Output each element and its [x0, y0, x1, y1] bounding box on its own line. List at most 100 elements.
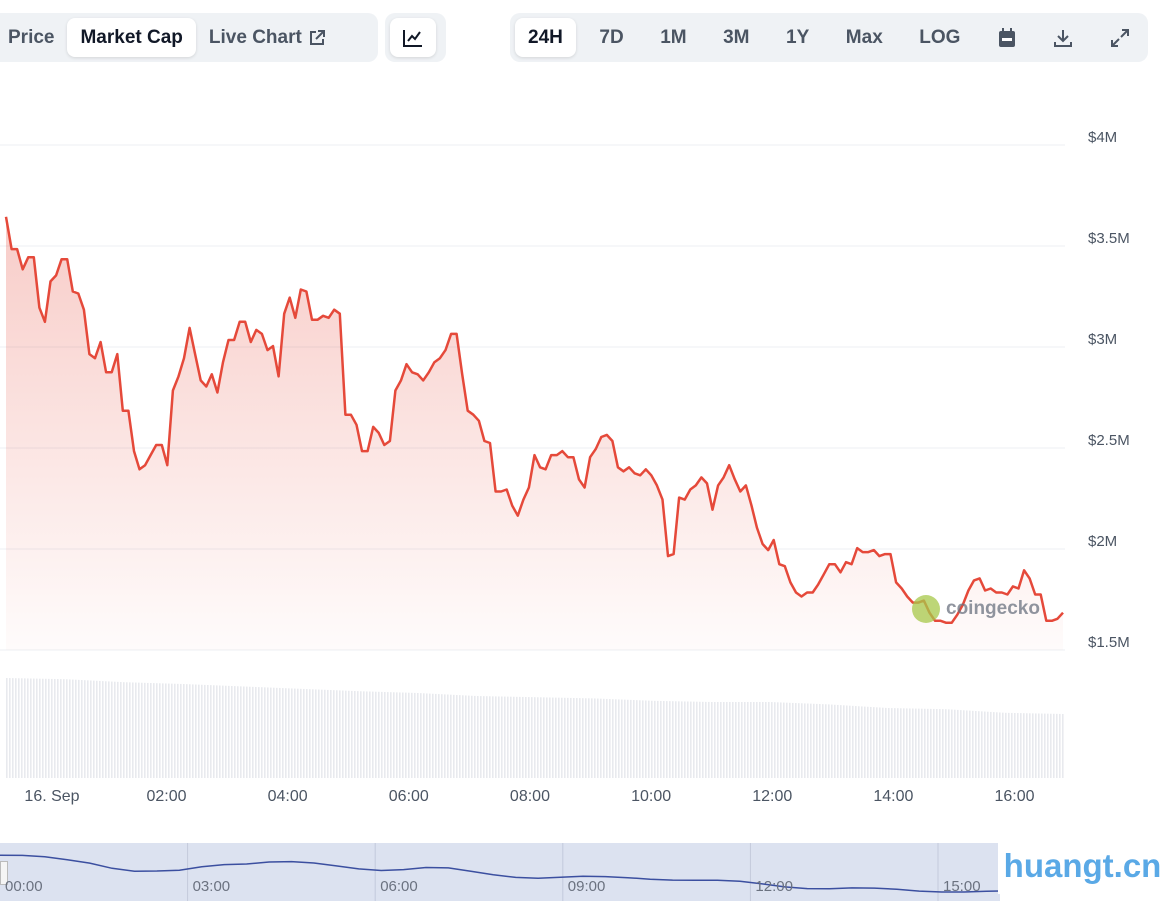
- volume-bar: [84, 680, 86, 778]
- volume-bar: [591, 698, 593, 778]
- volume-bar: [75, 679, 77, 778]
- volume-bar: [168, 683, 170, 778]
- fullscreen-button[interactable]: [1097, 18, 1143, 57]
- volume-bar: [984, 711, 986, 778]
- volume-bar: [531, 697, 533, 778]
- volume-bar: [915, 708, 917, 778]
- volume-bar: [312, 689, 314, 778]
- volume-bar: [918, 708, 920, 778]
- volume-bar: [462, 695, 464, 778]
- volume-bar: [231, 685, 233, 778]
- volume-bar: [861, 706, 863, 778]
- site-watermark: huangt.cn: [998, 838, 1167, 894]
- volume-bar: [408, 692, 410, 778]
- volume-bar: [318, 689, 320, 778]
- volume-bar: [855, 706, 857, 778]
- volume-bar: [894, 708, 896, 778]
- volume-bar: [564, 697, 566, 778]
- volume-bar: [489, 696, 491, 778]
- volume-bar: [783, 702, 785, 778]
- volume-bar: [642, 700, 644, 778]
- volume-bar: [1020, 713, 1022, 778]
- volume-bar: [72, 679, 74, 778]
- calendar-icon: [998, 27, 1015, 47]
- tab-live-chart[interactable]: Live Chart: [196, 18, 339, 57]
- volume-bar: [435, 693, 437, 778]
- volume-bar: [939, 709, 941, 778]
- volume-bar: [201, 684, 203, 778]
- volume-bar: [255, 686, 257, 778]
- volume-bar: [576, 698, 578, 778]
- volume-bar: [1050, 713, 1052, 778]
- volume-bar: [804, 703, 806, 778]
- volume-bar: [705, 701, 707, 778]
- volume-bar: [90, 680, 92, 778]
- range-24h[interactable]: 24H: [515, 18, 576, 57]
- range-1y[interactable]: 1Y: [786, 26, 810, 48]
- volume-bar: [123, 682, 125, 778]
- volume-bar: [1062, 713, 1064, 778]
- volume-bar: [471, 695, 473, 778]
- volume-bar: [798, 703, 800, 778]
- volume-bar: [78, 679, 80, 778]
- x-tick-label: 02:00: [146, 788, 187, 805]
- navigator[interactable]: [0, 843, 1000, 901]
- range-3m[interactable]: 3M: [723, 26, 750, 48]
- volume-bar: [567, 697, 569, 778]
- volume-bar: [183, 684, 185, 778]
- y-tick-label: $2.5M: [1088, 432, 1130, 449]
- volume-bar: [999, 712, 1001, 778]
- volume-bar: [87, 680, 89, 778]
- volume-bar: [945, 709, 947, 778]
- navigator-tick-label: 03:00: [192, 878, 231, 895]
- volume-bar: [432, 693, 434, 778]
- volume-bar: [498, 696, 500, 778]
- volume-bar: [339, 690, 341, 778]
- volume-bar: [522, 696, 524, 778]
- download-button[interactable]: [1040, 18, 1086, 57]
- volume-bar: [723, 702, 725, 778]
- volume-bar: [660, 700, 662, 778]
- volume-bar: [144, 682, 146, 778]
- volume-bar: [621, 699, 623, 778]
- volume-bar: [594, 698, 596, 778]
- volume-bar: [126, 682, 128, 778]
- volume-bar: [60, 679, 62, 778]
- volume-bar: [81, 680, 83, 778]
- navigator-handle[interactable]: [0, 861, 8, 885]
- volume-bar: [486, 696, 488, 778]
- volume-bar: [159, 683, 161, 778]
- volume-bar: [1029, 713, 1031, 778]
- volume-bar: [429, 693, 431, 778]
- volume-bar: [681, 701, 683, 778]
- volume-bar: [624, 699, 626, 778]
- volume-bar: [390, 692, 392, 778]
- volume-bar: [714, 702, 716, 778]
- volume-bar: [216, 685, 218, 778]
- volume-bar: [396, 692, 398, 778]
- volume-bar: [768, 702, 770, 778]
- volume-bar: [495, 696, 497, 778]
- volume-bar: [876, 707, 878, 778]
- volume-bar: [273, 687, 275, 778]
- tab-price[interactable]: Price: [8, 26, 55, 48]
- volume-bar: [777, 702, 779, 778]
- range-max[interactable]: Max: [845, 26, 883, 48]
- volume-bar: [750, 702, 752, 778]
- volume-bar: [609, 699, 611, 778]
- line-chart-button[interactable]: [390, 18, 436, 57]
- tab-market-cap[interactable]: Market Cap: [67, 18, 196, 57]
- volume-bar: [375, 691, 377, 778]
- volume-bar: [792, 702, 794, 778]
- log-toggle[interactable]: LOG: [919, 26, 961, 48]
- range-7d[interactable]: 7D: [599, 26, 624, 48]
- volume-bar: [327, 689, 329, 778]
- volume-bar: [9, 678, 11, 778]
- volume-bar: [747, 702, 749, 778]
- volume-bar: [399, 692, 401, 778]
- range-1m[interactable]: 1M: [660, 26, 687, 48]
- volume-bar: [387, 692, 389, 778]
- volume-bar: [414, 692, 416, 778]
- calendar-button[interactable]: [984, 18, 1030, 57]
